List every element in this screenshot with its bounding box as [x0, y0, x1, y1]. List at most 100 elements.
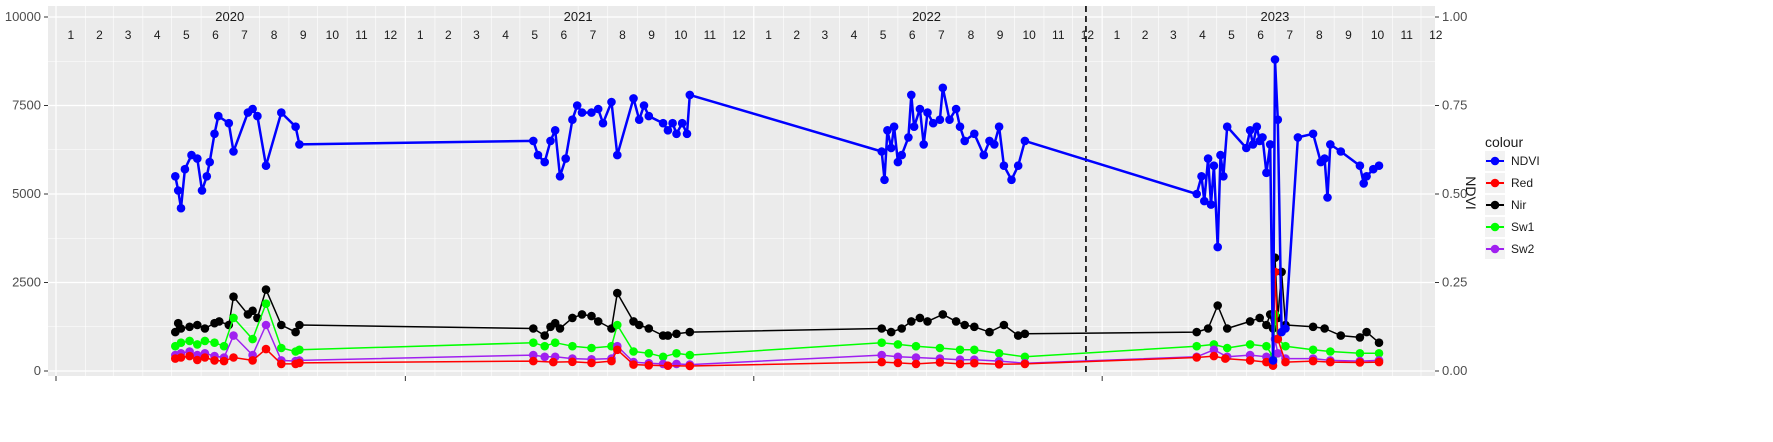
data-point-ndvi [214, 111, 223, 121]
month-label: 5 [183, 28, 190, 42]
month-label: 8 [619, 28, 626, 42]
data-point-sw1 [587, 343, 596, 353]
month-label: 1 [417, 28, 424, 42]
data-point-nir [587, 311, 596, 321]
month-label: 11 [1400, 28, 1413, 42]
data-point-ndvi [1355, 161, 1365, 170]
data-point-ndvi [886, 143, 896, 153]
data-point-sw1 [1262, 341, 1271, 351]
month-label: 9 [648, 28, 655, 42]
data-point-nir [923, 317, 932, 326]
data-point-nir [985, 327, 994, 337]
data-point-red [295, 358, 304, 368]
data-point-red [629, 360, 638, 369]
data-point-red [1374, 357, 1384, 367]
data-point-ndvi [561, 154, 570, 163]
data-point-nir [261, 285, 271, 294]
data-point-sw1 [644, 349, 654, 358]
data-point-ndvi [889, 122, 899, 131]
data-point-ndvi [658, 118, 668, 128]
left-axis-tick-label: 10000 [5, 9, 41, 24]
data-point-ndvi [291, 122, 300, 131]
data-point-red [193, 355, 202, 365]
month-label: 4 [502, 28, 509, 42]
month-label: 6 [1257, 28, 1264, 42]
data-point-ndvi [945, 115, 954, 124]
data-point-nir [1320, 324, 1329, 333]
data-point-ndvi [1268, 356, 1278, 365]
data-point-ndvi [1203, 154, 1213, 163]
data-point-red [1355, 358, 1365, 367]
data-point-nir [970, 322, 979, 332]
data-point-red [955, 359, 965, 369]
data-point-nir [577, 310, 587, 319]
data-point-sw1 [568, 341, 577, 351]
data-point-ndvi [572, 101, 582, 110]
data-point-sw1 [1222, 343, 1232, 353]
data-point-sw1 [219, 341, 229, 351]
legend-key-point [1490, 222, 1500, 232]
data-point-nir [886, 327, 896, 337]
legend-item-label: Sw2 [1511, 242, 1535, 256]
data-point-ndvi [951, 104, 961, 114]
data-point-red [549, 357, 558, 367]
year-label: 2020 [215, 9, 244, 24]
month-label: 2 [1142, 28, 1149, 42]
data-point-sw1 [550, 338, 560, 348]
data-point-ndvi [955, 122, 965, 131]
data-point-nir [644, 324, 654, 333]
data-point-sw1 [1326, 347, 1335, 356]
data-point-ndvi [210, 129, 219, 139]
legend-item-label: Nir [1511, 198, 1526, 212]
month-label: 3 [822, 28, 829, 42]
data-point-ndvi [1245, 126, 1255, 135]
month-label: 5 [531, 28, 538, 42]
data-point-red [1326, 357, 1335, 367]
data-point-ndvi [685, 90, 695, 100]
data-point-sw1 [1308, 345, 1318, 355]
year-label: 2023 [1260, 9, 1289, 24]
data-point-ndvi [904, 133, 913, 142]
data-point-ndvi [1200, 196, 1209, 206]
month-label: 7 [1286, 28, 1293, 42]
month-label: 3 [125, 28, 132, 42]
data-point-ndvi [682, 129, 692, 139]
data-point-ndvi [1270, 55, 1280, 64]
data-point-nir [877, 324, 886, 333]
left-axis-tick-label: 5000 [12, 186, 41, 201]
data-point-nir [568, 313, 577, 323]
data-point-ndvi [1359, 179, 1368, 188]
data-point-nir [593, 317, 603, 326]
data-point-ndvi [1273, 115, 1283, 124]
data-point-ndvi [1213, 242, 1222, 252]
month-label: 2 [96, 28, 103, 42]
data-point-ndvi [577, 108, 587, 117]
data-point-ndvi [877, 147, 886, 156]
month-label: 2 [445, 28, 452, 42]
data-point-ndvi [990, 140, 999, 149]
data-point-nir [555, 324, 565, 333]
data-point-sw1 [176, 338, 186, 348]
data-point-sw1 [935, 343, 945, 353]
month-label: 2 [793, 28, 800, 42]
data-point-nir [907, 317, 916, 326]
data-point-ndvi [550, 126, 560, 135]
data-point-ndvi [593, 104, 603, 114]
data-point-red [1273, 334, 1283, 344]
data-point-ndvi [173, 186, 183, 195]
data-point-sw1 [295, 345, 304, 355]
data-point-sw2 [261, 320, 271, 330]
data-point-ndvi [540, 157, 549, 167]
data-point-nir [1336, 331, 1346, 340]
data-point-ndvi [938, 83, 948, 93]
year-label: 2022 [912, 9, 941, 24]
month-label: 11 [355, 28, 368, 42]
month-labels: 1 2 3 4 5 6 7 8 9 10 11 12 1 2 3 4 5 6 7 8 9 10 11 12 1 2 3 4 5 6 7 8 9 1… [67, 28, 1442, 42]
right-axis: 0.00 0.25 0.50 0.75 1.00 [1435, 9, 1467, 378]
series-ndvi [171, 55, 1384, 365]
data-point-nir [1213, 301, 1222, 310]
month-label: 11 [1052, 28, 1065, 42]
data-point-sw2 [529, 350, 538, 360]
data-point-ndvi [960, 136, 969, 146]
